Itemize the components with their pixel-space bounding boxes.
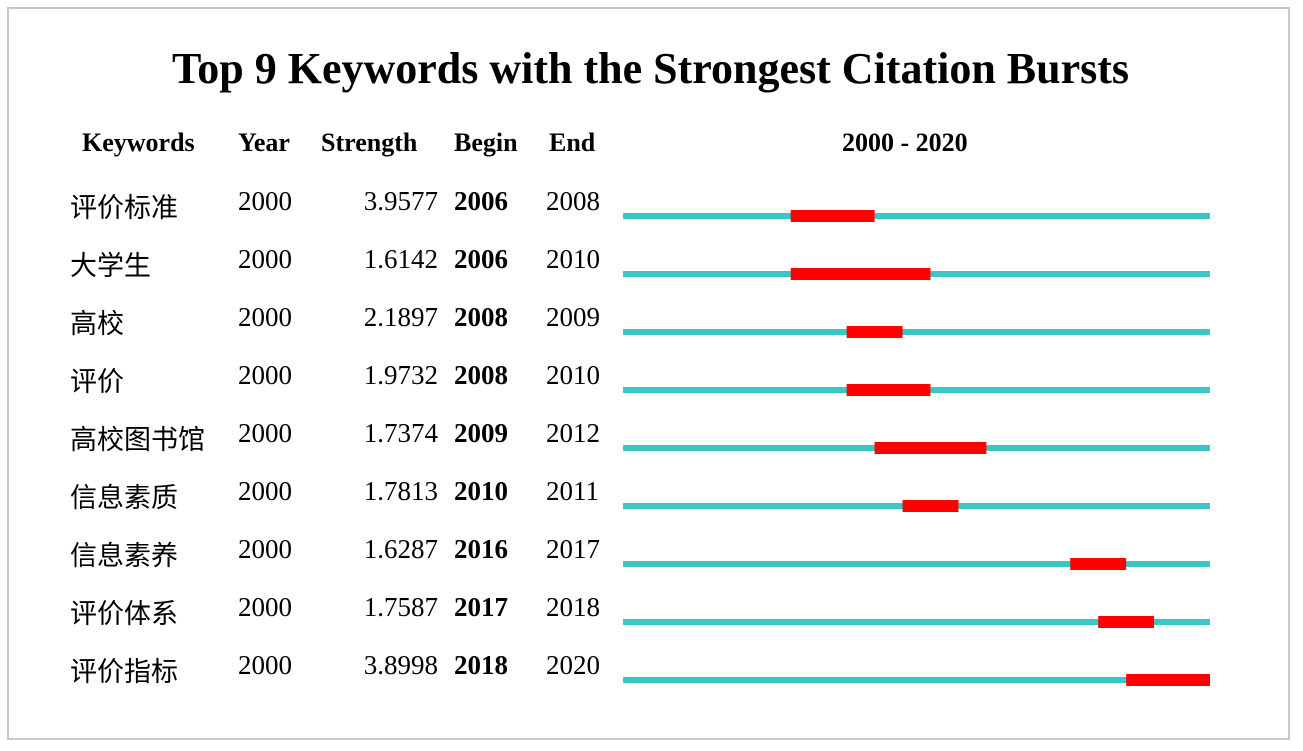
begin-cell: 2008 bbox=[454, 302, 508, 332]
keyword-cell: 高校图书馆 bbox=[70, 425, 205, 456]
begin-cell: 2006 bbox=[454, 186, 508, 216]
keyword-cell: 信息素养 bbox=[70, 541, 178, 572]
end-cell: 2017 bbox=[546, 534, 600, 564]
strength-cell: 3.8998 bbox=[363, 650, 438, 680]
keyword-cell: 评价指标 bbox=[70, 657, 178, 688]
end-cell: 2011 bbox=[546, 476, 599, 506]
strength-cell: 3.9577 bbox=[363, 186, 438, 216]
timeline-baseline bbox=[623, 561, 1210, 567]
year-cell: 2000 bbox=[238, 186, 292, 216]
keyword-cell: 评价 bbox=[70, 367, 124, 398]
header-end: End bbox=[549, 128, 596, 157]
end-cell: 2010 bbox=[546, 360, 600, 390]
chart-title: Top 9 Keywords with the Strongest Citati… bbox=[171, 44, 1130, 93]
timeline-baseline bbox=[623, 677, 1210, 683]
header-strength: Strength bbox=[321, 128, 418, 157]
end-cell: 2018 bbox=[546, 592, 600, 622]
year-cell: 2000 bbox=[238, 592, 292, 622]
timeline-baseline bbox=[623, 213, 1210, 219]
burst-bar bbox=[846, 384, 931, 396]
year-cell: 2000 bbox=[238, 650, 292, 680]
burst-bar bbox=[1070, 558, 1127, 570]
strength-cell: 1.6142 bbox=[363, 244, 438, 274]
strength-cell: 1.6287 bbox=[363, 534, 438, 564]
timeline-baseline bbox=[623, 619, 1210, 625]
begin-cell: 2017 bbox=[454, 592, 508, 622]
year-cell: 2000 bbox=[238, 360, 292, 390]
burst-bar bbox=[1126, 674, 1210, 686]
burst-bar bbox=[902, 500, 959, 512]
strength-cell: 1.7813 bbox=[363, 476, 438, 506]
begin-cell: 2009 bbox=[454, 418, 508, 448]
header-keywords: Keywords bbox=[82, 128, 195, 157]
header-timeline: 2000 - 2020 bbox=[842, 128, 968, 157]
end-cell: 2010 bbox=[546, 244, 600, 274]
year-cell: 2000 bbox=[238, 534, 292, 564]
strength-cell: 1.9732 bbox=[363, 360, 438, 390]
end-cell: 2008 bbox=[546, 186, 600, 216]
end-cell: 2012 bbox=[546, 418, 600, 448]
keyword-cell: 大学生 bbox=[70, 251, 151, 282]
keyword-cell: 评价体系 bbox=[70, 599, 178, 630]
header-year: Year bbox=[238, 128, 290, 157]
burst-bar bbox=[1098, 616, 1155, 628]
keyword-cell: 评价标准 bbox=[70, 193, 178, 224]
keyword-cell: 信息素质 bbox=[70, 483, 178, 514]
strength-cell: 2.1897 bbox=[363, 302, 438, 332]
keyword-cell: 高校 bbox=[70, 309, 124, 340]
strength-cell: 1.7587 bbox=[363, 592, 438, 622]
strength-cell: 1.7374 bbox=[363, 418, 438, 448]
burst-bar bbox=[846, 326, 903, 338]
begin-cell: 2016 bbox=[454, 534, 508, 564]
year-cell: 2000 bbox=[238, 302, 292, 332]
timeline-baseline bbox=[623, 329, 1210, 335]
chart-frame: Top 9 Keywords with the Strongest Citati… bbox=[7, 7, 1290, 740]
year-cell: 2000 bbox=[238, 476, 292, 506]
burst-bar bbox=[790, 268, 931, 280]
begin-cell: 2018 bbox=[454, 650, 508, 680]
burst-bar bbox=[790, 210, 875, 222]
begin-cell: 2006 bbox=[454, 244, 508, 274]
header-begin: Begin bbox=[454, 128, 518, 157]
end-cell: 2009 bbox=[546, 302, 600, 332]
year-cell: 2000 bbox=[238, 244, 292, 274]
burst-bar bbox=[874, 442, 987, 454]
begin-cell: 2010 bbox=[454, 476, 508, 506]
begin-cell: 2008 bbox=[454, 360, 508, 390]
year-cell: 2000 bbox=[238, 418, 292, 448]
end-cell: 2020 bbox=[546, 650, 600, 680]
